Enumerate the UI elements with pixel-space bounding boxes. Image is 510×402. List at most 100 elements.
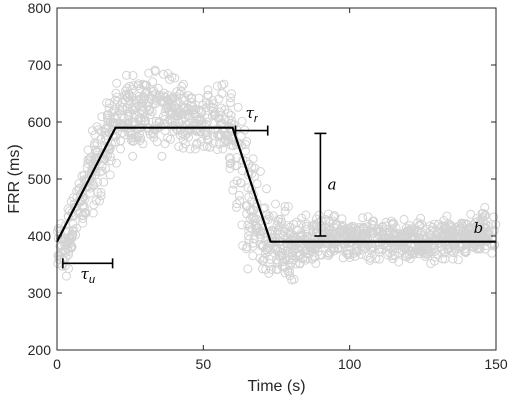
x-axis-label: Time (s) xyxy=(247,378,305,395)
scatter-point xyxy=(202,117,212,127)
scatter-point xyxy=(251,225,261,235)
scatter-point xyxy=(428,225,438,235)
scatter-point xyxy=(264,212,274,221)
scatter-point xyxy=(337,214,347,224)
scatter-point xyxy=(296,219,306,229)
scatter-point xyxy=(169,92,179,102)
scatter-point xyxy=(287,251,297,261)
scatter-point xyxy=(271,245,281,255)
scatter-point xyxy=(395,239,404,248)
scatter-point xyxy=(180,139,190,149)
y-tick-label: 200 xyxy=(28,342,52,358)
scatter-point xyxy=(229,179,239,189)
scatter-point xyxy=(145,110,155,120)
scatter-point xyxy=(117,111,127,121)
scatter-point xyxy=(105,98,114,108)
scatter-point xyxy=(466,209,476,219)
scatter-point xyxy=(63,244,73,254)
x-tick-label: 150 xyxy=(484,356,508,372)
scatter-point xyxy=(227,89,236,99)
scatter-point xyxy=(278,231,288,241)
scatter-point xyxy=(237,116,247,126)
scatter-point xyxy=(113,96,123,106)
scatter-point xyxy=(323,209,333,219)
model-fit-line xyxy=(56,126,496,243)
scatter-point xyxy=(110,137,120,147)
scatter-point xyxy=(431,230,441,240)
scatter-point xyxy=(466,235,476,245)
scatter-point xyxy=(212,81,222,91)
scatter-point xyxy=(456,223,466,233)
scatter-point xyxy=(358,213,368,223)
scatter-point xyxy=(105,144,115,153)
scatter-point xyxy=(439,216,449,225)
scatter-point xyxy=(202,141,212,151)
scatter-point xyxy=(260,203,270,213)
scatter-point xyxy=(123,93,133,103)
scatter-point xyxy=(352,225,362,235)
scatter-point xyxy=(285,222,295,232)
scatter-point xyxy=(417,239,427,249)
scatter-point xyxy=(244,192,254,202)
scatter-point xyxy=(273,216,283,226)
y-tick-label: 400 xyxy=(28,228,52,244)
scatter-point xyxy=(99,177,109,187)
tau-subscript: u xyxy=(89,274,95,286)
scatter-point xyxy=(137,105,146,115)
scatter-point xyxy=(118,102,128,112)
scatter-point xyxy=(232,176,242,186)
scatter-point xyxy=(202,98,212,107)
scatter-point xyxy=(208,103,218,113)
scatter-point xyxy=(330,244,340,254)
scatter-point xyxy=(258,255,268,265)
scatter-point xyxy=(203,135,212,145)
scatter-point xyxy=(323,228,333,238)
scatter-point xyxy=(226,111,236,120)
scatter-point xyxy=(409,248,419,258)
scatter-point xyxy=(100,124,110,134)
scatter-point xyxy=(258,256,267,266)
scatter-point xyxy=(416,228,426,238)
scatter-point xyxy=(330,211,339,220)
scatter-point xyxy=(385,248,395,258)
scatter-point xyxy=(138,79,148,89)
scatter-point xyxy=(230,161,240,171)
scatter-point xyxy=(442,235,452,245)
scatter-point xyxy=(165,115,174,125)
scatter-point xyxy=(160,139,170,149)
scatter-point xyxy=(83,159,93,168)
scatter-point xyxy=(467,231,477,241)
scatter-point xyxy=(132,124,142,134)
scatter-point xyxy=(247,163,257,173)
scatter-point xyxy=(356,249,366,259)
scatter-point xyxy=(140,81,150,91)
scatter-point xyxy=(280,268,290,278)
scatter-point xyxy=(122,70,131,80)
scatter-point xyxy=(90,138,100,148)
scatter-point xyxy=(285,261,295,270)
scatter-point xyxy=(399,214,409,224)
scatter-point xyxy=(235,196,245,206)
scatter-point xyxy=(387,220,397,230)
y-tick-label: 700 xyxy=(28,57,52,73)
scatter-point xyxy=(157,151,167,161)
scatter-point xyxy=(131,110,141,120)
scatter-point xyxy=(218,144,228,154)
scatter-point xyxy=(288,246,298,256)
tau-subscript: r xyxy=(254,113,259,125)
scatter-point xyxy=(404,225,414,235)
scatter-point xyxy=(148,77,158,87)
scatter-point xyxy=(228,185,238,195)
scatter-point xyxy=(95,153,104,163)
scatter-point xyxy=(116,136,126,146)
scatter-point xyxy=(61,220,71,230)
scatter-point xyxy=(233,102,243,112)
scatter-point xyxy=(208,99,218,109)
scatter-point xyxy=(473,216,483,226)
scatter-point xyxy=(213,145,222,155)
y-tick-label: 600 xyxy=(28,114,52,130)
scatter-point xyxy=(100,154,110,164)
scatter-point xyxy=(444,219,454,229)
scatter-point xyxy=(345,226,355,236)
scatter-point xyxy=(274,214,284,224)
